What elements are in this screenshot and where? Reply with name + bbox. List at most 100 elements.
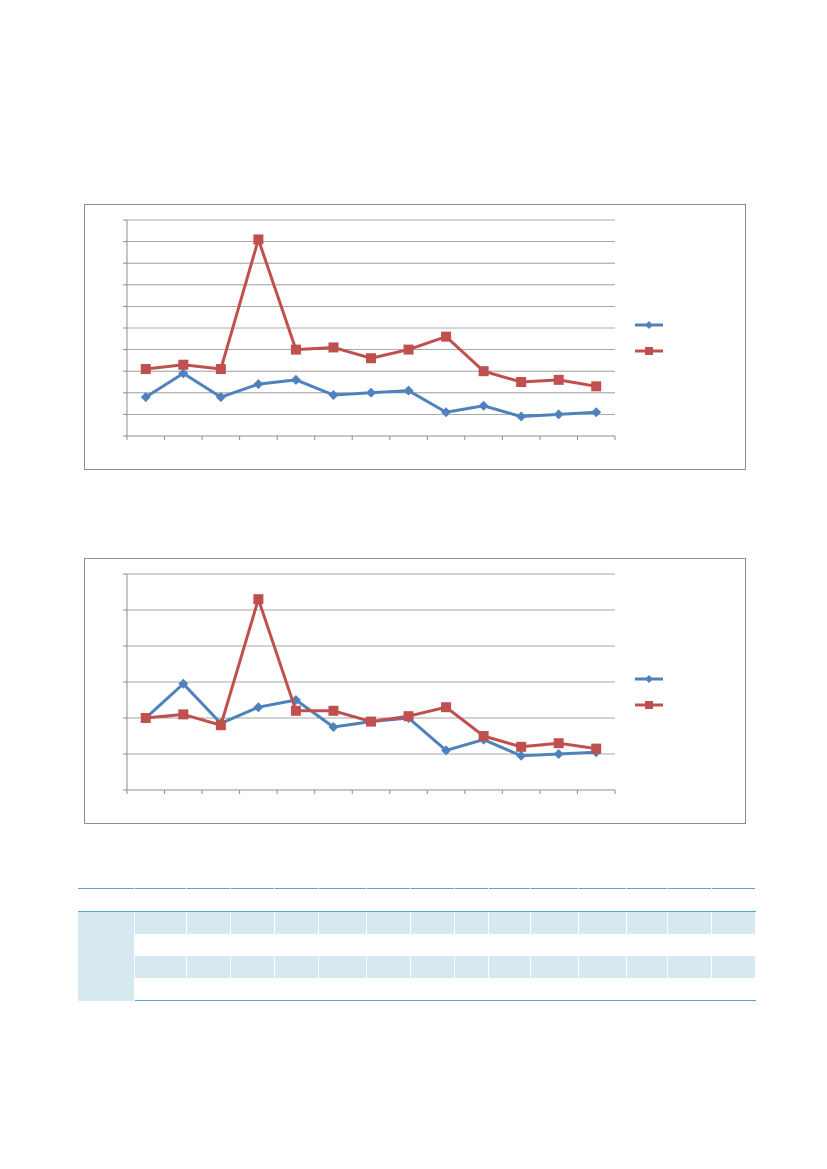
table-cell [230,956,275,978]
table-cell [318,911,367,934]
table-cell [186,934,231,956]
table-cell [78,888,135,912]
series-2-point [403,711,414,722]
table-cell [711,911,756,934]
chart-1 [84,204,746,470]
table-cell [366,934,411,956]
series-2-point [553,374,564,385]
table-cell [134,978,187,1001]
series-1-point [328,389,339,400]
table-cell [410,934,455,956]
series-2-point [215,720,226,731]
table-cell [454,888,489,912]
series-2-point [478,366,489,377]
table-cell [711,934,756,956]
table-cell [134,934,187,956]
table-cell [454,911,489,934]
table-header-row [78,888,756,912]
series-2-point [516,377,527,387]
table-cell [488,956,531,978]
series-2-point [516,741,527,752]
table-cell [530,911,579,934]
table-cell [186,978,231,1001]
series-2-point [290,705,301,716]
table-cell [134,888,187,912]
series-1-point [516,750,527,761]
table-cell [274,934,319,956]
table-cell [626,888,668,912]
table-cell [667,888,712,912]
table-cell [410,956,455,978]
table-cell [626,956,668,978]
table-cell [711,888,756,912]
table-cell [78,911,135,934]
series-1-point [591,407,602,418]
table-cell [530,956,579,978]
table-cell [410,978,455,1001]
table-cell [274,888,319,912]
table-cell [186,956,231,978]
series-2-point [403,344,414,355]
table-cell [410,888,455,912]
series-2-point [290,344,301,355]
table-cell [488,934,531,956]
legend-swatch-marker [645,321,653,329]
table-cell [454,934,489,956]
series-1-point [403,385,414,396]
table-cell [578,956,627,978]
table-cell [274,956,319,978]
series-1-point [178,678,189,689]
table-cell [488,888,531,912]
table-row [78,911,756,934]
table-cell [410,911,455,934]
series-2-point [328,342,339,353]
series-2-point [591,743,602,754]
series-1-point [516,411,527,422]
series-2-point [215,364,226,375]
table-cell [530,934,579,956]
chart-1-plot [123,219,663,440]
table-cell [711,978,756,1001]
table-cell [626,911,668,934]
series-2-line [145,237,597,388]
table-cell [578,978,627,1001]
table-cell [667,911,712,934]
series-1-point [441,745,452,756]
table-cell [186,888,231,912]
table-cell [366,911,411,934]
legend-swatch-marker [645,701,653,709]
table-cell [454,978,489,1001]
table-cell [318,978,367,1001]
table-cell [318,934,367,956]
chart-2 [84,558,746,824]
table-cell [186,911,231,934]
table-cell [578,934,627,956]
series-1-point [215,392,226,403]
table-cell [488,911,531,934]
table-cell [366,978,411,1001]
table-cell [134,911,187,934]
series-2-point [253,594,264,605]
series-2-point [366,353,376,364]
table-cell [530,888,579,912]
series-1-point [328,722,339,732]
table-cell [578,911,627,934]
series-2-point [366,716,376,727]
series-2-point [178,359,189,370]
table-cell [626,978,668,1001]
legend-swatch-marker [645,675,653,683]
table-cell [318,956,367,978]
series-1-point [553,409,564,420]
series-1-point [366,387,376,398]
series-2-point [553,738,564,749]
table-cell [488,978,531,1001]
table-cell [366,956,411,978]
table-cell [318,888,367,912]
legend-swatch-marker [645,347,653,355]
table-cell [667,934,712,956]
series-1-point [140,392,151,403]
table-cell [230,911,275,934]
table-cell [454,956,489,978]
series-2-point [478,731,489,741]
table-cell [274,911,319,934]
